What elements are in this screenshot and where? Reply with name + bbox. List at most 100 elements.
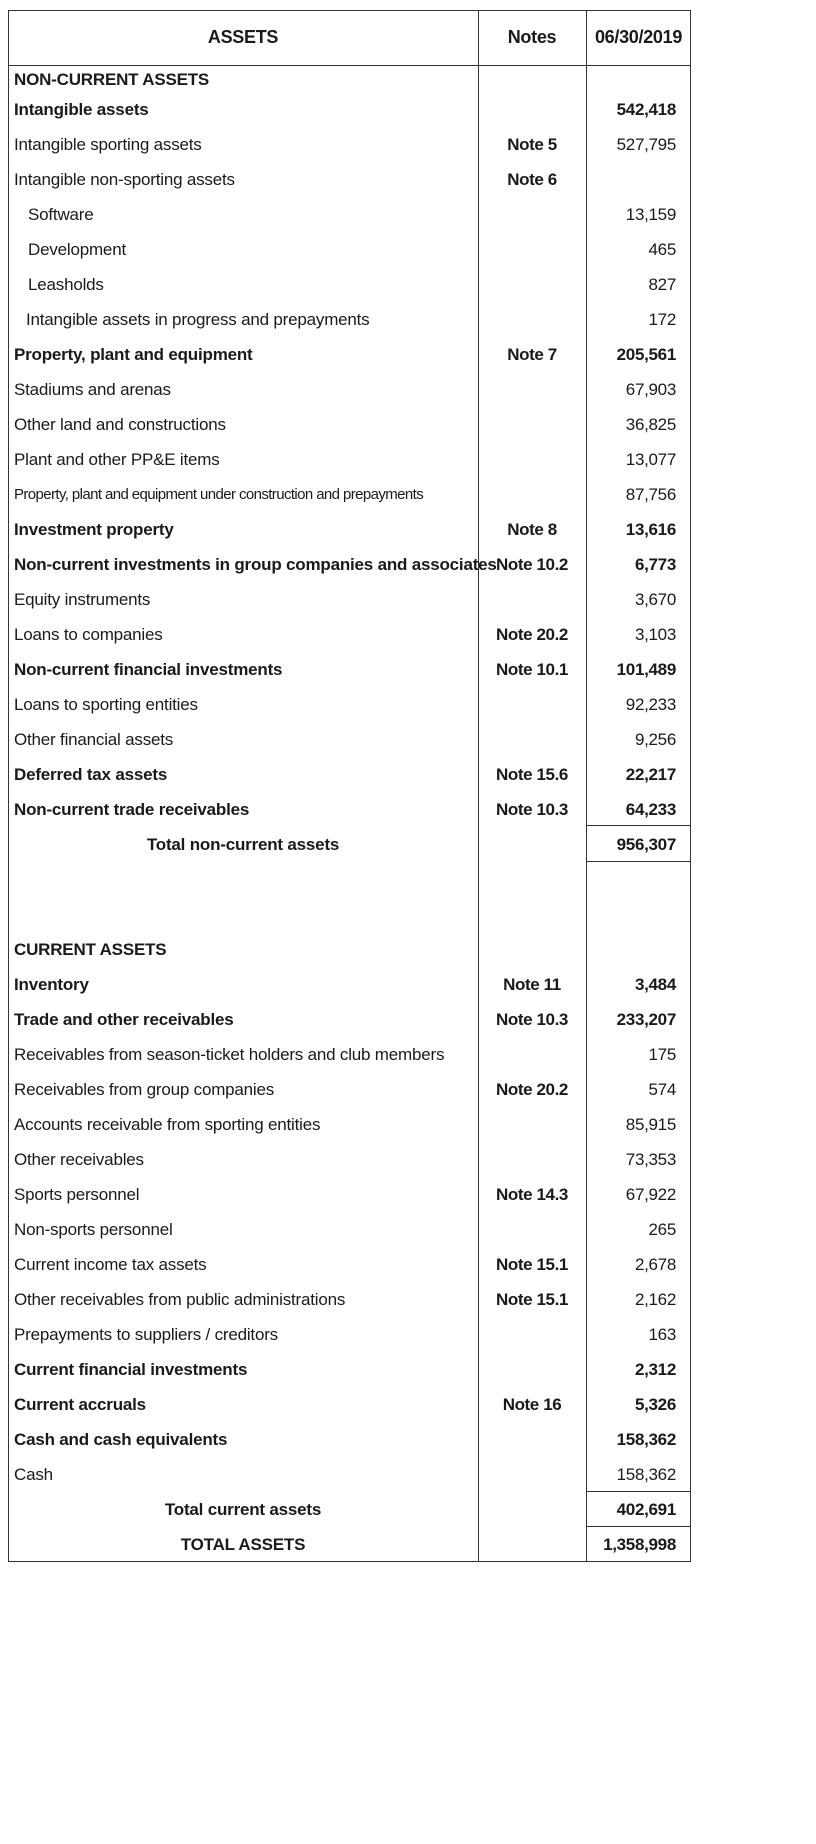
table-row: Investment property Note 8 13,616 xyxy=(8,512,691,547)
total-current-value: 402,691 xyxy=(616,1500,677,1519)
row-value: 5,326 xyxy=(634,1395,676,1414)
section-title-non-current: NON-CURRENT ASSETS xyxy=(14,70,210,89)
row-label: Investment property xyxy=(14,520,174,539)
row-label: Receivables from group companies xyxy=(14,1080,275,1099)
row-label: Non-current financial investments xyxy=(14,660,283,679)
row-note: Note 10.3 xyxy=(496,800,568,819)
row-value: 67,922 xyxy=(625,1185,677,1204)
row-note: Note 10.3 xyxy=(496,1010,568,1029)
row-label: Non-current investments in group compani… xyxy=(14,555,497,574)
row-value: 542,418 xyxy=(616,100,677,119)
row-value: 85,915 xyxy=(625,1115,677,1134)
row-value: 13,616 xyxy=(625,520,677,539)
row-note: Note 10.1 xyxy=(496,660,568,679)
row-note: Note 16 xyxy=(502,1395,562,1414)
row-value: 2,312 xyxy=(634,1360,676,1379)
table-row: Intangible assets in progress and prepay… xyxy=(8,302,691,337)
table-row: Property, plant and equipment Note 7 205,5… xyxy=(8,337,691,372)
table-row: Non-sports personnel 265 xyxy=(8,1212,691,1247)
table-row: Other receivables 73,353 xyxy=(8,1142,691,1177)
row-note: Note 10.2 xyxy=(496,555,568,574)
row-value: 172 xyxy=(648,310,677,329)
row-label: Stadiums and arenas xyxy=(14,380,171,399)
header-divider xyxy=(8,65,691,66)
row-label: Intangible sporting assets xyxy=(14,135,202,154)
total-box-current xyxy=(586,1491,691,1527)
row-value: 175 xyxy=(648,1045,677,1064)
row-label: Current accruals xyxy=(14,1395,146,1414)
row-label: Other receivables xyxy=(14,1150,144,1169)
row-note: Note 6 xyxy=(507,170,557,189)
table-row: Property, plant and equipment under cons… xyxy=(8,477,691,512)
row-value: 36,825 xyxy=(625,415,677,434)
table-header: ASSETS Notes 06/30/2019 xyxy=(8,10,691,65)
table-row: Leasholds 827 xyxy=(8,267,691,302)
table-row: Loans to sporting entities 92,233 xyxy=(8,687,691,722)
row-label: Loans to sporting entities xyxy=(14,695,198,714)
table-row: Plant and other PP&E items 13,077 xyxy=(8,442,691,477)
table-row: Accounts receivable from sporting entiti… xyxy=(8,1107,691,1142)
row-label: Intangible non-sporting assets xyxy=(14,170,235,189)
row-label: Equity instruments xyxy=(14,590,151,609)
balance-sheet-table: ASSETS Notes 06/30/2019 NON-CURRENT ASSE… xyxy=(8,10,691,1562)
row-label: Accounts receivable from sporting entiti… xyxy=(14,1115,321,1134)
table-row: Equity instruments 3,670 xyxy=(8,582,691,617)
row-label: Software xyxy=(28,205,94,224)
row-note: Note 20.2 xyxy=(496,1080,568,1099)
row-label: Development xyxy=(28,240,126,259)
row-value: 163 xyxy=(648,1325,677,1344)
row-value: 205,561 xyxy=(616,345,677,364)
row-label: Sports personnel xyxy=(14,1185,140,1204)
row-label: Non-sports personnel xyxy=(14,1220,173,1239)
table-row: Current income tax assets Note 15.1 2,678 xyxy=(8,1247,691,1282)
table-row: Non-current investments in group compani… xyxy=(8,547,691,582)
row-value: 2,678 xyxy=(634,1255,676,1274)
row-label: Cash and cash equivalents xyxy=(14,1430,228,1449)
total-assets-label: TOTAL ASSETS xyxy=(180,1535,306,1554)
row-value: 64,233 xyxy=(625,800,677,819)
row-value: 92,233 xyxy=(625,695,677,714)
row-value: 233,207 xyxy=(616,1010,677,1029)
table-row: Non-current financial investments Note 10… xyxy=(8,652,691,687)
row-label: Intangible assets xyxy=(14,100,149,119)
row-label: Current income tax assets xyxy=(14,1255,207,1274)
total-non-current-value: 956,307 xyxy=(616,835,677,854)
row-value: 3,670 xyxy=(634,590,676,609)
table-row: Development 465 xyxy=(8,232,691,267)
row-value: 73,353 xyxy=(625,1150,677,1169)
column-divider-date xyxy=(586,10,587,1562)
row-value: 827 xyxy=(648,275,677,294)
total-row: Total non-current assets 956,307 xyxy=(8,827,691,862)
row-label: Cash xyxy=(14,1465,53,1484)
total-current-label: Total current assets xyxy=(164,1500,322,1519)
table-row: Other land and constructions 36,825 xyxy=(8,407,691,442)
row-label: Deferred tax assets xyxy=(14,765,168,784)
header-notes: Notes xyxy=(507,27,557,47)
row-label: Plant and other PP&E items xyxy=(14,450,220,469)
row-label: Other land and constructions xyxy=(14,415,226,434)
row-label: Property, plant and equipment under cons… xyxy=(14,486,424,503)
table-border xyxy=(8,10,691,1562)
table-row: Stadiums and arenas 67,903 xyxy=(8,372,691,407)
row-label: Trade and other receivables xyxy=(14,1010,234,1029)
table-row: Receivables from season-ticket holders a… xyxy=(8,1037,691,1072)
column-divider-notes xyxy=(478,10,479,1562)
total-box-non-current xyxy=(586,825,691,862)
row-value: 3,484 xyxy=(634,975,676,994)
row-label: Other receivables from public administra… xyxy=(14,1290,346,1309)
row-value: 158,362 xyxy=(616,1465,677,1484)
table-row: Non-current trade receivables Note 10.3 64… xyxy=(8,792,691,827)
row-note: Note 20.2 xyxy=(496,625,568,644)
row-value: 9,256 xyxy=(634,730,676,749)
table-row: Current accruals Note 16 5,326 xyxy=(8,1387,691,1422)
table-row: Intangible non-sporting assets Note 6 xyxy=(8,162,691,197)
row-value: 465 xyxy=(648,240,677,259)
section-title-current: CURRENT ASSETS xyxy=(14,940,167,959)
row-note: Note 15.1 xyxy=(496,1255,568,1274)
row-value: 2,162 xyxy=(634,1290,676,1309)
section-row: CURRENT ASSETS xyxy=(8,932,691,967)
row-note: Note 5 xyxy=(507,135,557,154)
total-row: Total current assets 402,691 xyxy=(8,1492,691,1527)
row-label: Intangible assets in progress and prepay… xyxy=(26,310,370,329)
row-value: 527,795 xyxy=(616,135,677,154)
